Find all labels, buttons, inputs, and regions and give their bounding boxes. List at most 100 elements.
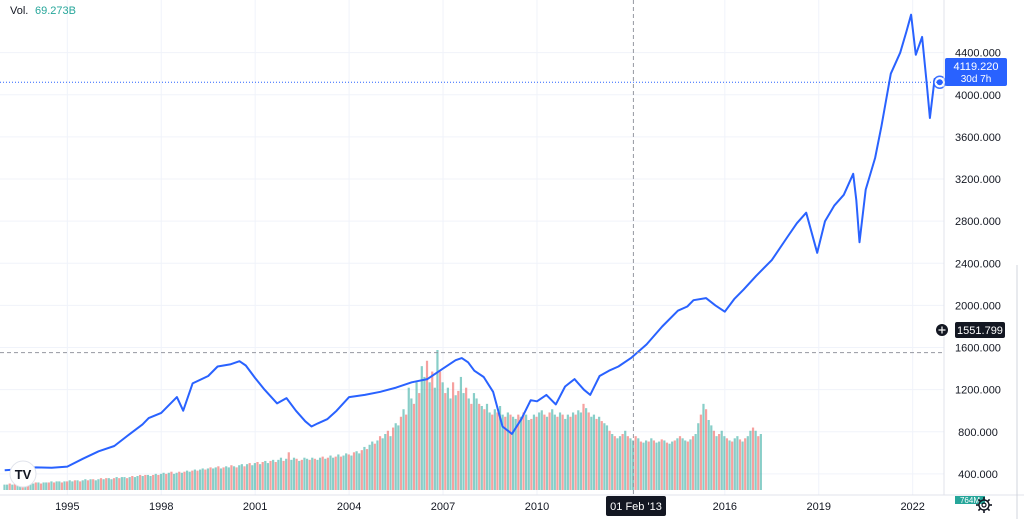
volume-bar (272, 459, 275, 490)
volume-bar (146, 474, 150, 490)
volume-bar (11, 484, 14, 490)
y-tick-label: 400.000 (958, 469, 998, 481)
volume-bar (751, 427, 755, 490)
volume-bar (332, 457, 335, 490)
tradingview-logo[interactable]: TV (9, 460, 37, 488)
volume-bar (457, 390, 460, 490)
volume-bar (678, 436, 682, 490)
volume-bar (264, 460, 267, 490)
volume-bar (608, 430, 611, 490)
volume-bar (84, 479, 87, 490)
volume-bar (378, 436, 382, 490)
plus-circle-icon[interactable] (935, 323, 949, 337)
price-line[interactable] (4, 13, 939, 472)
volume-axis-badge-bg (955, 496, 985, 504)
volume-bar (141, 476, 144, 490)
volume-bar (569, 416, 572, 490)
volume-bar (658, 441, 661, 490)
volume-bar (564, 418, 567, 490)
volume-bar (243, 466, 246, 490)
volume-bar (79, 481, 82, 490)
volume-bar (485, 403, 489, 490)
volume-bar (313, 458, 316, 490)
volume-bar (92, 479, 95, 490)
volume-bar (68, 480, 71, 490)
volume-bar (725, 438, 729, 490)
crosshair-time-bg (606, 496, 666, 516)
volume-axis-badge-label: 764M (960, 496, 980, 505)
crosshair-price-bg (955, 322, 1005, 338)
volume-bar (191, 470, 194, 490)
price-axis[interactable]: 400.000 800.000 1200.000 1600.000 2000.000 24… (955, 48, 1001, 481)
volume-bar (131, 476, 134, 490)
x-tick-label: 2022 (900, 501, 924, 513)
volume-legend: Vol. 69.273B (10, 5, 76, 17)
volume-bar (6, 484, 9, 490)
crosshair-time-label: 01 Feb '13 (610, 501, 662, 513)
volume-bar (50, 481, 53, 490)
volume-bar (418, 393, 421, 490)
volume-bar (511, 416, 515, 490)
volume-bar (407, 387, 410, 490)
volume-bar (668, 443, 671, 490)
volume-bar (71, 481, 74, 490)
volume-bar (326, 457, 330, 490)
volume-bar (496, 412, 499, 490)
volume-bar (480, 406, 483, 490)
y-tick-label: 800.000 (958, 427, 998, 439)
volume-bar (595, 418, 598, 490)
volume-bar (324, 458, 327, 490)
volume-bar (394, 423, 397, 490)
x-tick-label: 2019 (807, 501, 831, 513)
grid-lines (0, 0, 944, 495)
volume-bar (611, 434, 614, 490)
volume-bar (238, 465, 241, 490)
y-tick-label: 1600.000 (955, 343, 1001, 355)
volume-bar (577, 410, 580, 490)
crosshair-price-label: 1551.799 (957, 325, 1003, 337)
volume-bar (139, 474, 142, 490)
volume-bar (180, 472, 183, 490)
volume-bar (451, 382, 455, 490)
volume-bar (358, 453, 361, 490)
volume-bar (386, 430, 389, 490)
volume-bar (165, 473, 168, 490)
volume-bar (52, 482, 56, 490)
volume-bar (321, 456, 324, 490)
volume-bar (603, 423, 606, 490)
volume-bar (402, 409, 405, 490)
gear-icon[interactable] (976, 497, 992, 513)
volume-bar (300, 459, 303, 490)
volume-bar (318, 457, 322, 490)
volume-bar (715, 436, 718, 490)
crosshair (0, 0, 944, 495)
volume-bar (355, 451, 358, 490)
volume-bar (642, 442, 645, 490)
volume-bar (266, 463, 270, 490)
volume-bar (605, 425, 609, 490)
volume-bar (196, 470, 199, 490)
volume-bar (590, 416, 593, 490)
time-axis[interactable]: 1995 1998 2001 2004 2007 2010 2016 2019 2022 (55, 501, 925, 513)
volume-bar (624, 430, 627, 490)
volume-bar (574, 414, 577, 490)
volume-bar (723, 436, 726, 490)
volume-bar (522, 412, 525, 490)
volume-bar (154, 473, 157, 490)
volume-bar (694, 434, 697, 490)
volume-bar (660, 439, 663, 490)
last-price-label: 4119.220 (953, 61, 998, 73)
volume-bar (188, 471, 191, 490)
volume-bar (185, 470, 189, 490)
volume-bar (738, 439, 742, 490)
volume-bar (493, 409, 496, 490)
volume-bar (431, 371, 434, 490)
volume-bar (222, 467, 225, 490)
volume-bar (183, 471, 186, 490)
volume-bar (449, 398, 452, 490)
volume-bar (423, 376, 426, 490)
volume-bar (102, 479, 105, 490)
volume-bar (465, 387, 468, 490)
